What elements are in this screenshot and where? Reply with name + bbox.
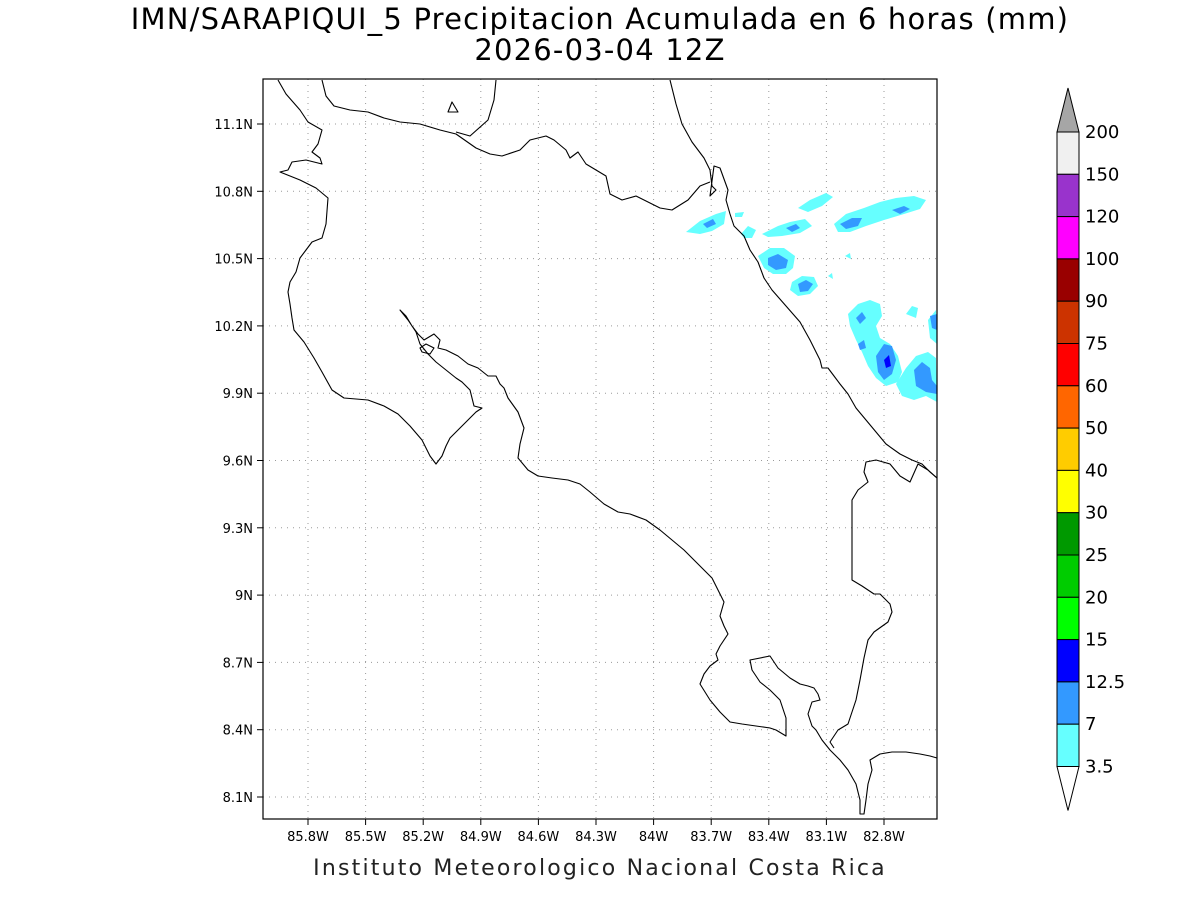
lat-tick-label: 9.6N <box>223 455 253 470</box>
lon-tick-label: 83.7W <box>690 830 732 845</box>
precip-area <box>735 212 744 217</box>
colorbar-swatch <box>1056 343 1080 387</box>
lon-tick-label: 83.4W <box>748 830 790 845</box>
coastlines <box>277 79 938 815</box>
precip-area <box>914 362 937 394</box>
small-lake <box>419 343 435 355</box>
colorbar-level-label: 40 <box>1085 460 1108 481</box>
panama-border <box>829 459 938 749</box>
colorbar-level-label: 120 <box>1085 207 1119 228</box>
lat-tick-label: 10.8N <box>214 185 253 200</box>
map-title: IMN/SARAPIQUI_5 Precipitacion Acumulada … <box>130 2 1070 36</box>
colorbar-swatch <box>1056 258 1080 302</box>
colorbar-swatch <box>1056 639 1080 683</box>
precip-area <box>828 273 833 279</box>
map-frame <box>262 78 938 820</box>
colorbar-level-label: 60 <box>1085 376 1108 397</box>
precipitation-colorbar: 200 150 120 100 90 75 60 50 40 30 25 20 15 12.5 7 3.5 <box>1056 87 1125 811</box>
lake-nicaragua-south <box>455 79 497 137</box>
caribbean-coastline <box>669 79 938 479</box>
colorbar-level-label: 12.5 <box>1085 672 1125 693</box>
colorbar-swatch <box>1056 554 1080 598</box>
colorbar-min-triangle <box>1056 766 1080 811</box>
colorbar-swatch <box>1056 385 1080 429</box>
precip-area <box>798 193 833 212</box>
nicaragua-border-coastline <box>277 79 938 815</box>
precip-area <box>892 206 910 214</box>
lon-tick-label: 84.6W <box>517 830 559 845</box>
colorbar-swatch <box>1056 512 1080 556</box>
lake-nicaragua-shore <box>321 79 711 211</box>
colorbar-level-label: 100 <box>1085 249 1119 270</box>
colorbar-swatch <box>1056 427 1080 471</box>
colorbar-swatch <box>1056 596 1080 641</box>
colorbar-level-label: 15 <box>1085 630 1108 651</box>
precip-area <box>840 218 862 229</box>
lon-tick-label: 84.9W <box>460 830 502 845</box>
precip-area <box>786 224 800 232</box>
lon-tick-label: 85.2W <box>402 830 444 845</box>
lat-tick-label: 9.3N <box>223 522 253 537</box>
lat-tick-label: 11.1N <box>214 118 253 133</box>
lat-tick-label: 10.5N <box>214 253 253 268</box>
colorbar-level-label: 75 <box>1085 334 1108 355</box>
colorbar-level-label: 7 <box>1085 714 1096 735</box>
precip-area <box>930 314 937 330</box>
colorbar-swatch <box>1056 681 1080 725</box>
lon-tick-label: 84W <box>639 830 669 845</box>
colorbar-level-label: 20 <box>1085 587 1108 608</box>
colorbar-swatch <box>1056 173 1080 218</box>
lon-tick-label: 83.1W <box>805 830 847 845</box>
lat-tick-label: 8.1N <box>223 791 253 806</box>
lon-tick-label: 84.3W <box>575 830 617 845</box>
graticule-grid <box>263 79 937 819</box>
colorbar-level-label: 3.5 <box>1085 757 1114 778</box>
lat-tick-label: 8.7N <box>223 656 253 671</box>
precip-area <box>858 340 866 350</box>
colorbar-level-label: 90 <box>1085 291 1108 312</box>
lat-tick-label: 10.2N <box>214 320 253 335</box>
colorbar-swatch <box>1056 469 1080 514</box>
colorbar-swatch <box>1056 131 1080 175</box>
lon-tick-label: 82.8W <box>863 830 905 845</box>
precip-area <box>768 254 788 270</box>
colorbar-swatch <box>1056 723 1080 768</box>
lat-tick-label: 8.4N <box>223 724 253 739</box>
lat-tick-label: 9N <box>235 589 253 604</box>
precip-area <box>906 306 918 318</box>
lat-tick-label: 9.9N <box>223 387 253 402</box>
precip-area <box>703 219 716 228</box>
precip-area <box>798 280 813 292</box>
precip-area <box>845 253 851 259</box>
precip-area <box>856 312 866 324</box>
colorbar-level-label: 150 <box>1085 164 1119 185</box>
lon-tick-label: 85.5W <box>345 830 387 845</box>
colorbar-level-label: 200 <box>1085 122 1119 143</box>
precip-area <box>848 300 902 386</box>
colorbar-level-label: 30 <box>1085 503 1108 524</box>
map-axes: 85.8W 85.5W 85.2W 84.9W 84.6W 84.3W 84W 83.7W 83… <box>214 118 905 845</box>
map-valid-time: 2026-03-04 12Z <box>474 33 726 67</box>
lake-island <box>447 101 459 113</box>
colorbar-swatch <box>1056 216 1080 260</box>
colorbar-level-label: 25 <box>1085 545 1108 566</box>
colorbar-level-label: 50 <box>1085 418 1108 439</box>
precip-area <box>884 355 891 368</box>
map-footer-credit: Instituto Meteorologico Nacional Costa R… <box>313 856 887 881</box>
colorbar-swatch <box>1056 300 1080 345</box>
colorbar-max-triangle <box>1056 87 1080 133</box>
precip-area <box>741 226 756 238</box>
precipitation-field <box>686 193 937 402</box>
lon-tick-label: 85.8W <box>287 830 329 845</box>
